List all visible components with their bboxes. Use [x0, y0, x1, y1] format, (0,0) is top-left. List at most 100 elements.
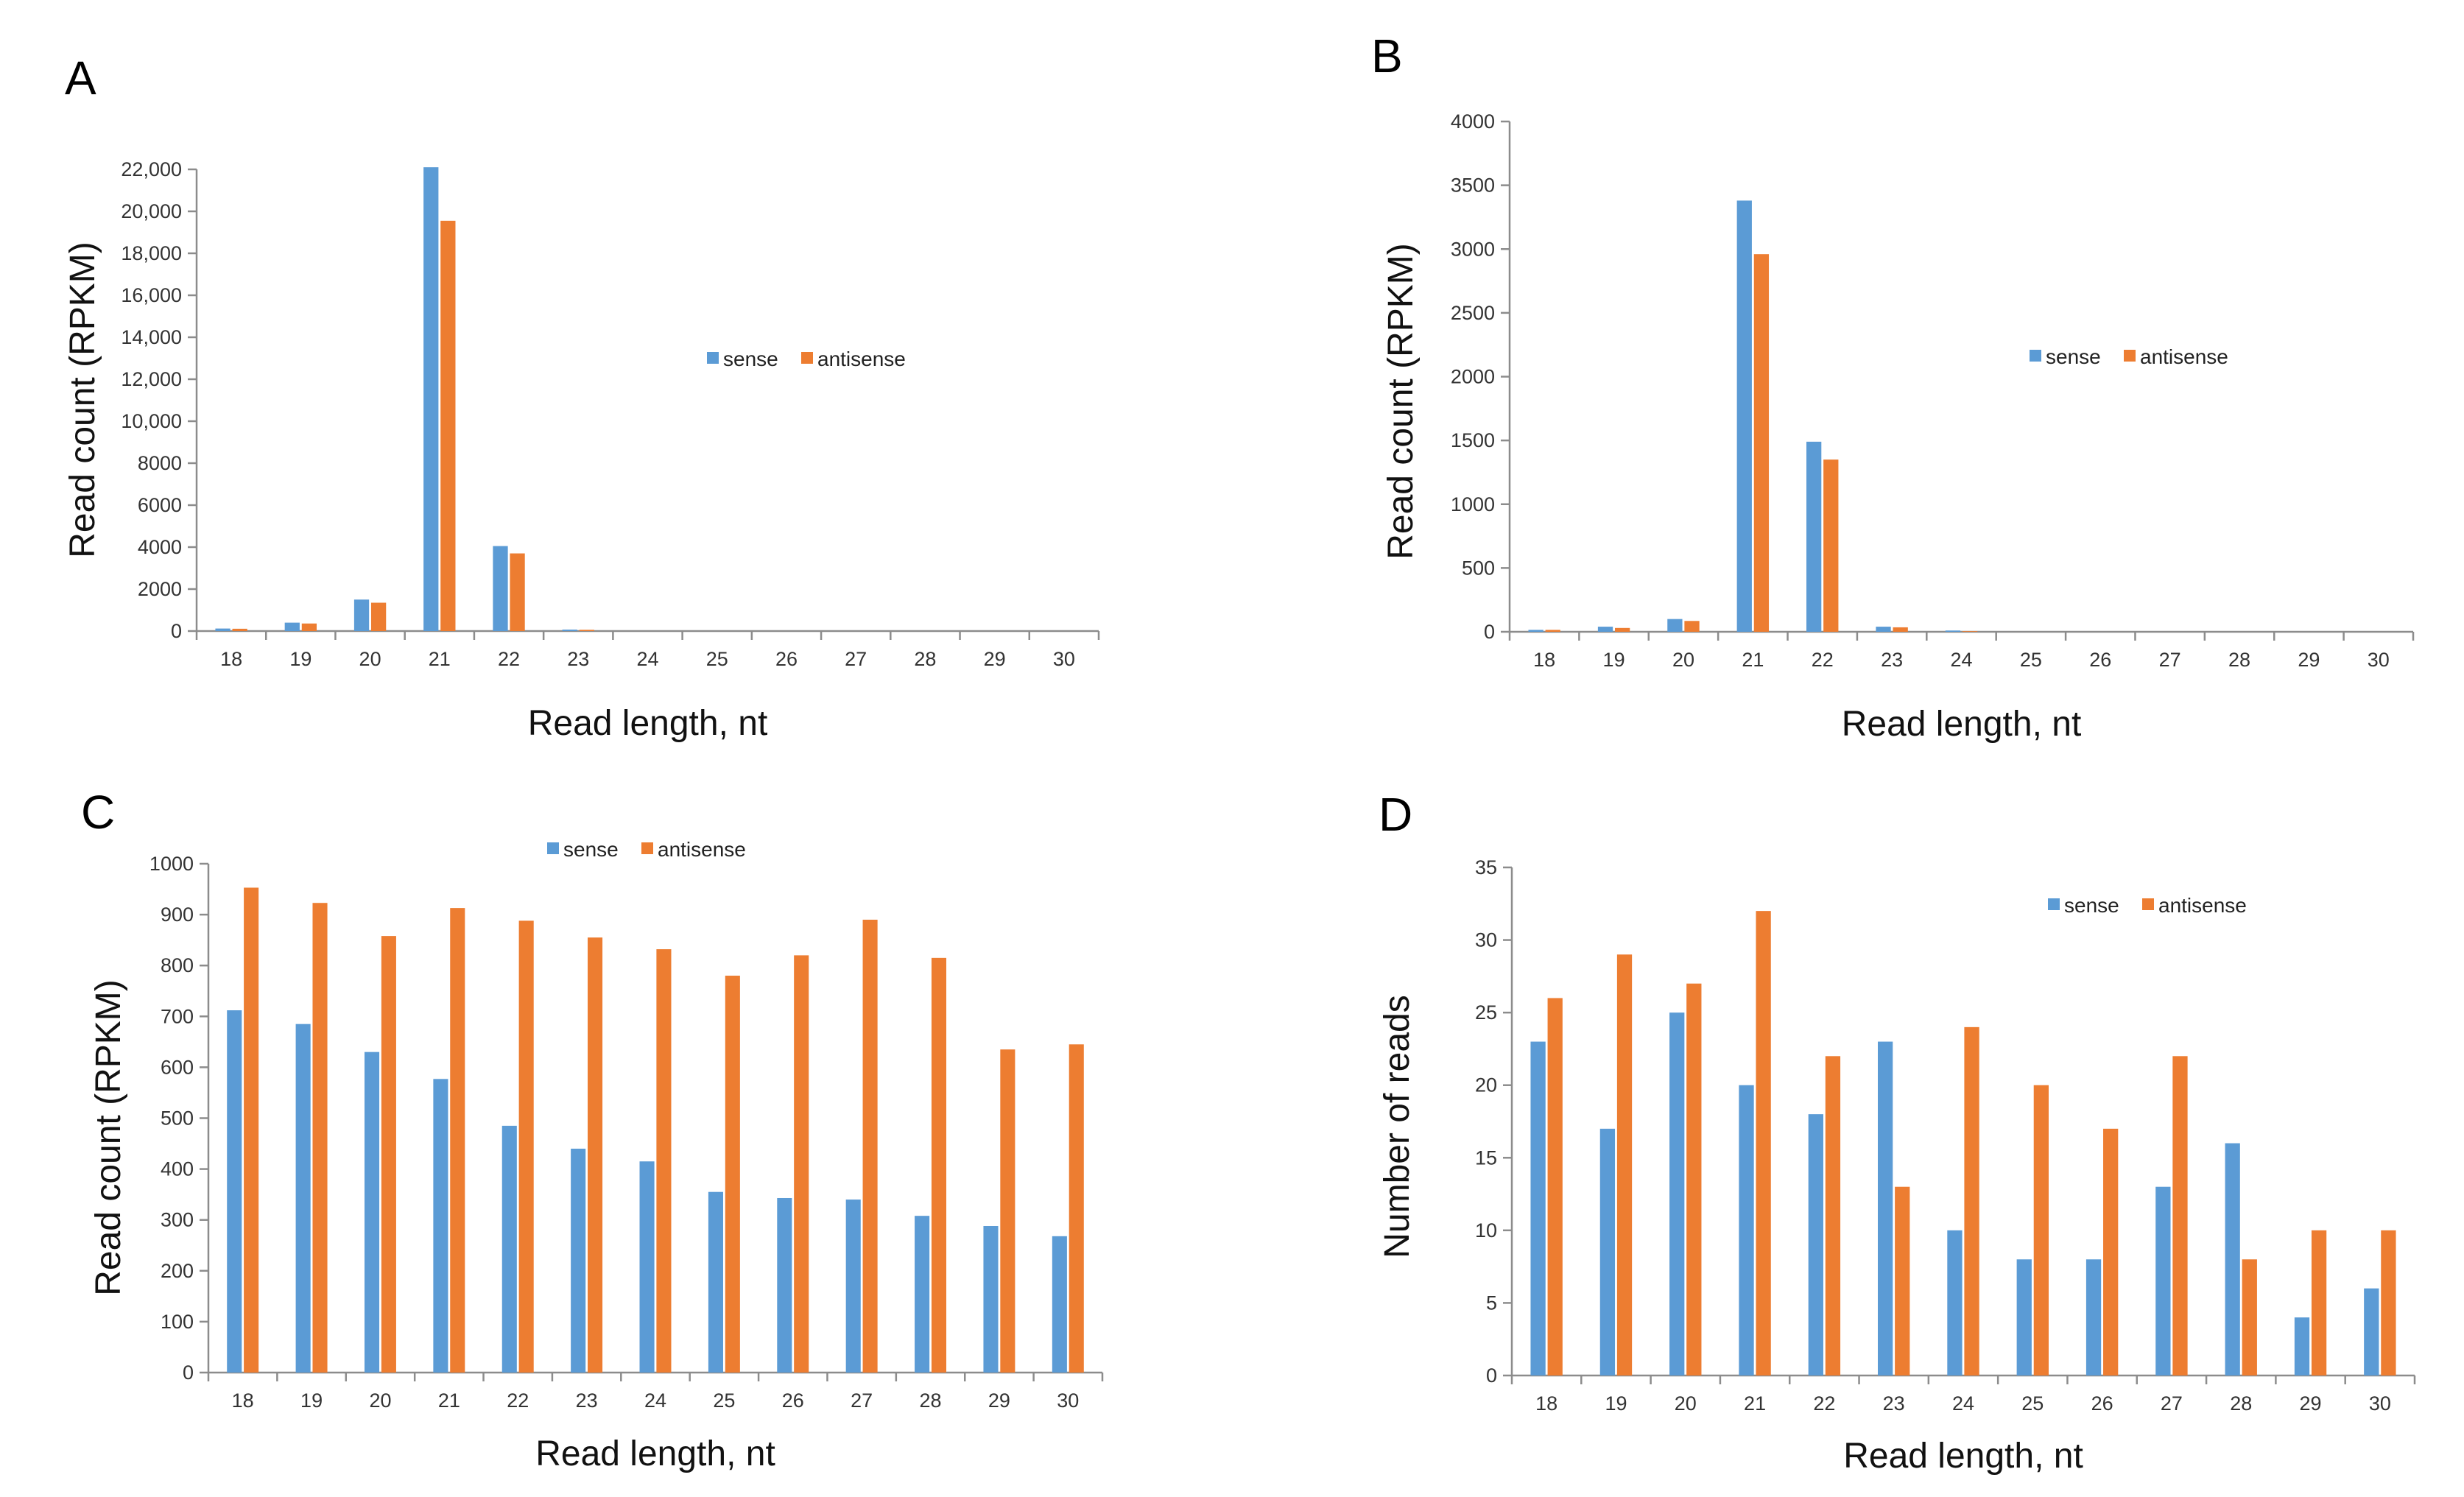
y-tick-label: 800 [161, 954, 194, 976]
x-tick-label: 29 [984, 648, 1006, 670]
bar-sense-20 [1669, 1012, 1685, 1376]
bar-sense-21 [423, 167, 439, 631]
bar-antisense-18 [244, 887, 259, 1373]
bar-sense-27 [845, 1200, 861, 1373]
x-tick-label: 21 [438, 1389, 460, 1412]
y-tick-label: 30 [1475, 929, 1497, 951]
bar-antisense-29 [2311, 1230, 2327, 1376]
legend-label-antisense: antisense [2140, 345, 2228, 368]
y-tick-label: 500 [1462, 557, 1495, 579]
y-tick-label: 5 [1486, 1292, 1497, 1314]
x-tick-label: 22 [498, 648, 520, 670]
bar-sense-22 [493, 546, 508, 631]
x-tick-label: 23 [1883, 1392, 1905, 1415]
bar-sense-30 [1052, 1236, 1067, 1373]
x-tick-label: 20 [369, 1389, 391, 1412]
x-axis-label: Read length, nt [528, 704, 768, 743]
bar-antisense-24 [1964, 1026, 1979, 1376]
bar-sense-28 [2225, 1143, 2240, 1376]
x-tick-label: 25 [713, 1389, 735, 1412]
bar-sense-23 [1878, 1041, 1893, 1376]
bar-sense-20 [1667, 619, 1683, 632]
y-tick-label: 8000 [138, 452, 182, 474]
bar-antisense-19 [1614, 627, 1630, 632]
panel-letter: D [1379, 788, 1412, 841]
y-tick-label: 22,000 [121, 158, 182, 180]
bar-sense-21 [433, 1079, 448, 1373]
x-axis-label: Read length, nt [535, 1434, 775, 1473]
x-tick-label: 23 [1881, 649, 1903, 671]
panel-letter: B [1371, 29, 1403, 82]
bar-antisense-21 [450, 908, 465, 1373]
bar-sense-29 [2294, 1317, 2310, 1376]
bar-antisense-19 [1616, 954, 1633, 1376]
bar-sense-20 [353, 599, 370, 631]
x-tick-label: 26 [782, 1389, 804, 1412]
bar-sense-22 [501, 1125, 517, 1373]
bar-sense-18 [227, 1010, 242, 1373]
y-tick-label: 1000 [149, 853, 194, 875]
bar-antisense-23 [588, 937, 603, 1373]
x-tick-label: 20 [359, 648, 381, 670]
bar-sense-29 [983, 1225, 999, 1373]
y-tick-label: 700 [161, 1005, 194, 1027]
bar-sense-20 [364, 1052, 380, 1373]
y-tick-label: 2500 [1451, 302, 1495, 324]
y-tick-label: 25 [1475, 1001, 1497, 1024]
bar-antisense-24 [1962, 631, 1978, 632]
bar-sense-21 [1736, 200, 1752, 632]
bar-antisense-21 [440, 220, 456, 631]
y-tick-label: 20,000 [121, 200, 182, 222]
x-tick-label: 30 [2369, 1392, 2391, 1415]
bar-sense-25 [708, 1191, 723, 1373]
bar-antisense-20 [370, 602, 387, 631]
bar-antisense-18 [1547, 998, 1563, 1376]
bar-sense-19 [1599, 1128, 1616, 1376]
x-tick-label: 30 [1053, 648, 1075, 670]
x-tick-label: 18 [1533, 649, 1555, 671]
x-tick-label: 30 [1057, 1389, 1079, 1412]
y-tick-label: 15 [1475, 1146, 1497, 1169]
y-tick-label: 0 [1484, 621, 1495, 643]
bar-antisense-18 [1545, 630, 1560, 632]
y-tick-label: 2000 [1451, 366, 1495, 388]
bar-antisense-23 [1893, 627, 1908, 632]
y-tick-label: 600 [161, 1056, 194, 1078]
bar-antisense-21 [1756, 911, 1771, 1376]
bar-antisense-20 [381, 936, 396, 1373]
x-tick-label: 18 [220, 648, 242, 670]
bar-sense-19 [284, 622, 300, 631]
x-tick-label: 25 [2020, 649, 2042, 671]
x-tick-label: 29 [2298, 649, 2320, 671]
y-tick-label: 900 [161, 904, 194, 926]
x-tick-label: 19 [1605, 1392, 1627, 1415]
y-tick-label: 18,000 [121, 242, 182, 264]
bar-sense-22 [1808, 1114, 1823, 1376]
y-tick-label: 4000 [1451, 110, 1495, 133]
chart-panel-c: C 0 100 200 300 400 500 600 700 800 900 1000 18 19 20 2… [81, 786, 1104, 1473]
x-axis-label: Read length, nt [1842, 705, 2082, 744]
y-tick-label: 3500 [1451, 175, 1495, 197]
x-tick-label: 23 [567, 648, 589, 670]
bar-sense-24 [639, 1161, 655, 1373]
legend-swatch-sense [2030, 350, 2041, 362]
bar-sense-24 [1947, 1230, 1963, 1376]
y-tick-label: 20 [1475, 1074, 1497, 1096]
bar-antisense-23 [1895, 1186, 1910, 1376]
x-tick-label: 22 [1813, 1392, 1835, 1415]
bar-antisense-20 [1686, 983, 1702, 1376]
x-tick-label: 27 [2161, 1392, 2183, 1415]
y-tick-label: 3000 [1451, 238, 1495, 260]
bar-antisense-20 [1684, 621, 1700, 632]
bar-sense-23 [562, 630, 577, 631]
legend-label-sense: sense [2046, 345, 2101, 368]
bar-sense-26 [2085, 1259, 2102, 1376]
x-tick-label: 27 [845, 648, 867, 670]
legend: sense antisense [707, 348, 906, 370]
y-tick-label: 0 [171, 620, 182, 642]
y-axis-label: Read count (RPKM) [89, 979, 128, 1296]
x-tick-label: 28 [2230, 1392, 2252, 1415]
x-tick-label: 20 [1672, 649, 1694, 671]
bar-sense-19 [295, 1024, 311, 1373]
